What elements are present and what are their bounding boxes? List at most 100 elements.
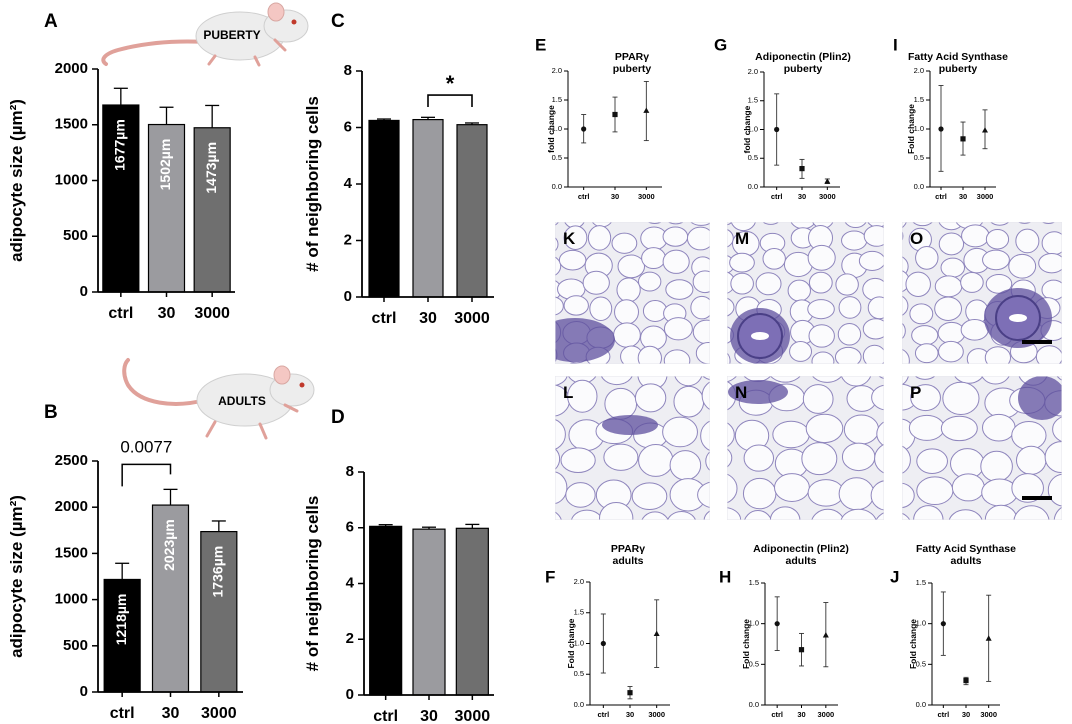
adipocyte-cell [701, 536, 737, 566]
bar [455, 527, 489, 696]
y-tick-label: 0.5 [916, 659, 926, 668]
panel-label-B: B [44, 402, 58, 423]
y-tick-label: 0.5 [749, 659, 759, 668]
adipocyte-cell [858, 250, 884, 271]
bar [412, 118, 444, 298]
adipocyte-cell [808, 324, 835, 348]
adipocyte-cell [662, 416, 698, 448]
mouse-tail [101, 39, 209, 66]
adipocyte-cell [982, 413, 1016, 442]
adipocyte-cell [1008, 253, 1037, 279]
y-tick-label: 1.0 [552, 124, 562, 133]
panel-label-I: I [893, 35, 898, 54]
adipocyte-cell [902, 222, 907, 229]
data-point [612, 111, 618, 118]
adipocyte-cell [908, 414, 945, 441]
adipocyte-cell [790, 222, 816, 230]
panel-label-E: E [535, 35, 546, 54]
adipocyte-cell [1063, 344, 1072, 364]
adipocyte-cell [902, 512, 911, 520]
chart-title-line: PPARγ [611, 543, 645, 555]
bar [200, 530, 238, 693]
stained-tissue [602, 415, 658, 435]
adipocyte-cell [787, 279, 811, 302]
panel-label-F: F [545, 567, 555, 586]
duct-lumen [751, 332, 769, 340]
adipocyte-cell [604, 387, 638, 420]
x-tick-label: 30 [158, 305, 176, 322]
adipocyte-cell [727, 297, 735, 317]
adipocyte-cell [902, 445, 911, 474]
y-tick-label: 2.0 [748, 67, 758, 76]
adipocyte-cell [673, 385, 705, 418]
y-tick-label: 1.5 [914, 95, 924, 104]
y-tick-label: 1500 [55, 116, 88, 133]
adipocyte-cell [940, 415, 978, 442]
adipocyte-cell [742, 477, 777, 510]
chart-A: A 1677µm ctrl 1502µm 30 1473µm 3000 0 500 1000 150… [7, 11, 235, 322]
x-tick-label: 30 [797, 710, 805, 719]
scale-bar [1022, 496, 1052, 500]
adipocyte-cell [774, 473, 810, 502]
adipocyte-cell [812, 222, 834, 229]
adipocyte-cell [762, 247, 786, 270]
adipocyte-cell [695, 342, 710, 364]
adipocyte-cell [960, 319, 989, 341]
adipocyte-cell [587, 225, 612, 251]
adipocyte-cell [555, 347, 558, 363]
adipocyte-cell [641, 537, 670, 568]
bar-value-label: 1502µm [157, 139, 173, 191]
y-tick-label: 2.0 [914, 66, 924, 75]
y-tick-label: 1.0 [916, 619, 926, 628]
micrograph-L [555, 376, 737, 568]
adipocyte-cell [914, 343, 939, 364]
chart-title-line: Adiponectin (Plin2) [755, 51, 851, 63]
adipocyte-cell [638, 444, 674, 477]
y-axis-label: fold change [546, 105, 556, 153]
bar [412, 528, 446, 696]
mouse-adults-illustration [122, 358, 315, 440]
x-tick-label: 30 [162, 705, 180, 722]
x-tick-label: 3000 [454, 310, 490, 327]
significance-bracket [427, 94, 473, 108]
adipocyte-cell [915, 246, 939, 270]
adipocyte-cell [727, 228, 734, 248]
adipocyte-cell [555, 376, 568, 387]
y-tick-label: 4 [344, 175, 353, 192]
adipocyte-cell [669, 450, 702, 481]
adipocyte-cell [902, 270, 910, 293]
adipocyte-cell [862, 344, 884, 364]
adipocyte-cell [563, 225, 588, 250]
significance-bracket [121, 463, 172, 487]
scale-bar [1022, 340, 1052, 344]
y-tick-label: 2500 [55, 452, 88, 469]
adipocyte-cell [902, 376, 909, 386]
chart-B: B 1218µm ctrl 2023µm 30 1736µm 3000 0 500 1000 150… [7, 402, 243, 722]
adipocyte-cell [1041, 231, 1062, 256]
adipocyte-cell [1011, 420, 1047, 451]
adipocyte-cell [727, 473, 738, 504]
x-tick-label: 3000 [201, 705, 237, 722]
y-tick-label: 1000 [55, 171, 88, 188]
adipocyte-cell [807, 479, 845, 507]
adipocyte-cell [689, 222, 710, 226]
x-tick-label: 30 [959, 192, 967, 201]
adipocyte-cell [637, 345, 662, 364]
data-point [960, 136, 966, 142]
chart-title-line: Fatty Acid Synthase [908, 51, 1008, 63]
adipocyte-cell [807, 244, 836, 271]
adipocyte-cell [567, 379, 598, 413]
panel-label-C: C [331, 11, 345, 32]
chart-title-line: adults [951, 555, 982, 567]
adipocyte-cell [558, 249, 587, 271]
adipocyte-cell [762, 222, 780, 225]
adipocyte-cell [697, 481, 710, 508]
adipocyte-cell [942, 381, 980, 416]
adipocyte-cell [902, 295, 909, 316]
adipocyte-cell [982, 249, 1010, 271]
x-tick-label: 3000 [455, 708, 491, 724]
y-axis-label: Fold change [741, 619, 751, 669]
adipocyte-cell [555, 236, 559, 252]
adipocyte-cell [674, 376, 703, 387]
